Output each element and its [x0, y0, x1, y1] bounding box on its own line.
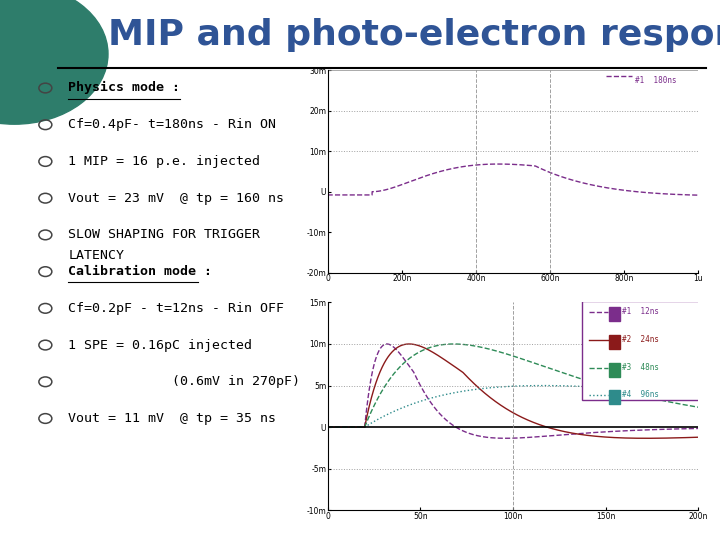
Text: 1 MIP = 16 p.e. injected: 1 MIP = 16 p.e. injected — [68, 155, 261, 168]
Bar — [609, 390, 620, 404]
Text: Cf=0.2pF - t=12ns - Rin OFF: Cf=0.2pF - t=12ns - Rin OFF — [68, 302, 284, 315]
Text: SLOW SHAPING FOR TRIGGER: SLOW SHAPING FOR TRIGGER — [68, 228, 261, 241]
Text: (0.6mV in 270pF): (0.6mV in 270pF) — [68, 375, 300, 388]
Text: #1  12ns: #1 12ns — [622, 307, 660, 316]
Text: MIP and photo-electron responses: MIP and photo-electron responses — [108, 18, 720, 52]
Text: Cf=0.4pF- t=180ns - Rin ON: Cf=0.4pF- t=180ns - Rin ON — [68, 118, 276, 131]
Text: #2  24ns: #2 24ns — [622, 335, 660, 345]
Text: Calibration mode :: Calibration mode : — [68, 265, 212, 278]
Text: #1  180ns: #1 180ns — [635, 76, 677, 85]
Text: Vout = 23 mV  @ tp = 160 ns: Vout = 23 mV @ tp = 160 ns — [68, 192, 284, 205]
Bar — [609, 363, 620, 377]
FancyBboxPatch shape — [582, 301, 701, 400]
Text: #4  96ns: #4 96ns — [622, 390, 660, 400]
Text: 1 SPE = 0.16pC injected: 1 SPE = 0.16pC injected — [68, 339, 253, 352]
Bar — [609, 307, 620, 321]
Text: Physics mode :: Physics mode : — [68, 82, 181, 94]
Text: LATENCY: LATENCY — [68, 248, 125, 261]
Circle shape — [0, 0, 108, 124]
Text: Vout = 11 mV  @ tp = 35 ns: Vout = 11 mV @ tp = 35 ns — [68, 412, 276, 425]
Text: #3  48ns: #3 48ns — [622, 363, 660, 373]
Bar — [609, 335, 620, 349]
